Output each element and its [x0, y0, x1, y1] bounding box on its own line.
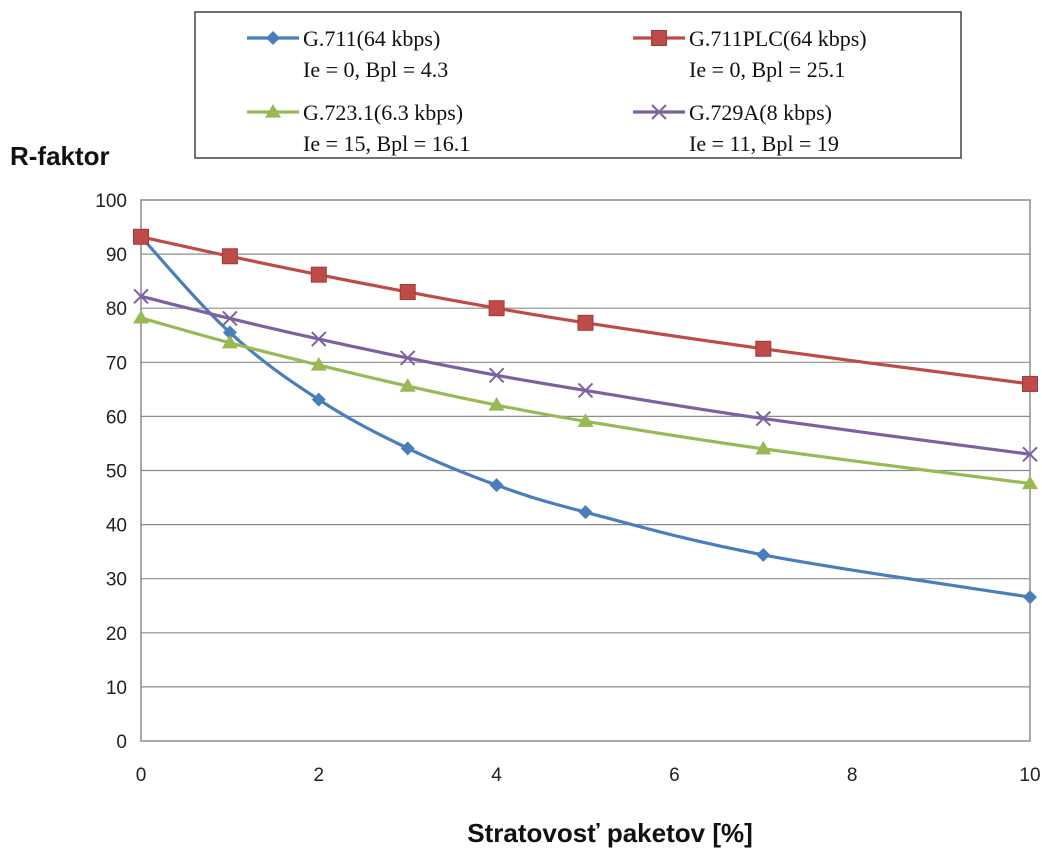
y-tick-label: 10: [106, 678, 127, 699]
legend-series-params: Ie = 0, Bpl = 4.3: [303, 57, 448, 82]
y-tick-label: 50: [106, 462, 127, 483]
series-4: [133, 288, 1038, 462]
data-point: [400, 441, 415, 456]
x-tick-label: 10: [1019, 765, 1040, 786]
y-tick-label: 60: [106, 407, 127, 428]
data-point: [755, 410, 772, 427]
plot-area: [140, 199, 1031, 742]
data-point: [577, 314, 594, 331]
legend-series-name: G.729A(8 kbps): [689, 100, 832, 125]
legend-marker: [266, 31, 280, 45]
data-point: [1022, 375, 1038, 392]
gridlines: [141, 253, 1030, 688]
x-tick-label: 2: [314, 765, 325, 786]
x-axis-title: Stratovosť paketov [%]: [467, 818, 753, 848]
data-point: [133, 228, 149, 245]
data-point: [1023, 590, 1037, 605]
data-point: [755, 440, 772, 455]
data-point: [488, 397, 505, 411]
x-tick-label: 0: [136, 765, 147, 786]
series-3: [133, 309, 1038, 490]
y-tick-label: 80: [106, 299, 127, 320]
data-point: [578, 505, 593, 520]
x-axis-ticks: 0 2 4 6 8 10: [136, 765, 1041, 786]
data-point: [756, 547, 771, 562]
legend-series-name: G.723.1(6.3 kbps): [303, 100, 463, 125]
data-point: [222, 310, 238, 327]
legend-item: G.729A(8 kbps) Ie = 11, Bpl = 19: [633, 100, 839, 156]
legend-item: G.711(64 kbps) Ie = 0, Bpl = 4.3: [247, 26, 448, 82]
y-tick-label: 70: [106, 353, 127, 374]
y-tick-label: 30: [106, 570, 127, 591]
data-point: [310, 266, 327, 283]
legend: G.711(64 kbps) Ie = 0, Bpl = 4.3 G.711PLC(…: [194, 11, 962, 159]
data-point: [399, 350, 416, 366]
x-tick-label: 6: [669, 765, 680, 786]
data-point: [755, 340, 772, 357]
data-point: [311, 331, 327, 347]
series-1: [134, 229, 1037, 605]
legend-item: G.723.1(6.3 kbps) Ie = 15, Bpl = 16.1: [247, 100, 470, 156]
data-point: [221, 334, 238, 349]
y-tick-label: 0: [116, 732, 127, 753]
legend-series-name: G.711PLC(64 kbps): [689, 26, 867, 51]
y-axis-title: R-faktor: [10, 141, 110, 171]
y-tick-label: 40: [106, 516, 127, 537]
x-tick-label: 4: [491, 765, 502, 786]
legend-series-name: G.711(64 kbps): [303, 26, 440, 51]
data-point: [1022, 475, 1038, 490]
y-tick-label: 90: [106, 245, 127, 266]
legend-item: G.711PLC(64 kbps) Ie = 0, Bpl = 25.1: [633, 26, 867, 82]
y-tick-label: 100: [95, 191, 127, 212]
y-axis-ticks: 0 10 20 30 40 50 60 70 80 90 100: [95, 191, 127, 753]
x-tick-label: 8: [847, 765, 858, 786]
legend-marker: [265, 104, 281, 118]
legend-marker: [651, 104, 667, 120]
data-point: [488, 300, 505, 317]
data-point: [222, 325, 237, 340]
data-point: [1022, 446, 1038, 462]
series-line: [140, 316, 1031, 486]
data-point: [133, 288, 149, 305]
legend-series-params: Ie = 0, Bpl = 25.1: [689, 57, 845, 82]
series-2: [133, 228, 1038, 392]
legend-series-params: Ie = 11, Bpl = 19: [689, 131, 839, 156]
data-point: [577, 382, 594, 399]
legend-series-params: Ie = 15, Bpl = 16.1: [303, 131, 470, 156]
data-point: [577, 413, 594, 427]
data-point: [489, 478, 504, 493]
legend-marker: [651, 30, 667, 46]
data-point: [310, 357, 327, 371]
series-line: [139, 235, 1031, 599]
data-point: [311, 392, 326, 407]
data-point: [399, 378, 416, 392]
y-tick-label: 20: [106, 624, 127, 645]
data-point: [399, 283, 416, 300]
data-point: [221, 248, 238, 265]
series-layer: [133, 228, 1038, 605]
legend-box: [194, 11, 962, 159]
data-point: [488, 367, 505, 383]
data-point: [133, 309, 149, 324]
